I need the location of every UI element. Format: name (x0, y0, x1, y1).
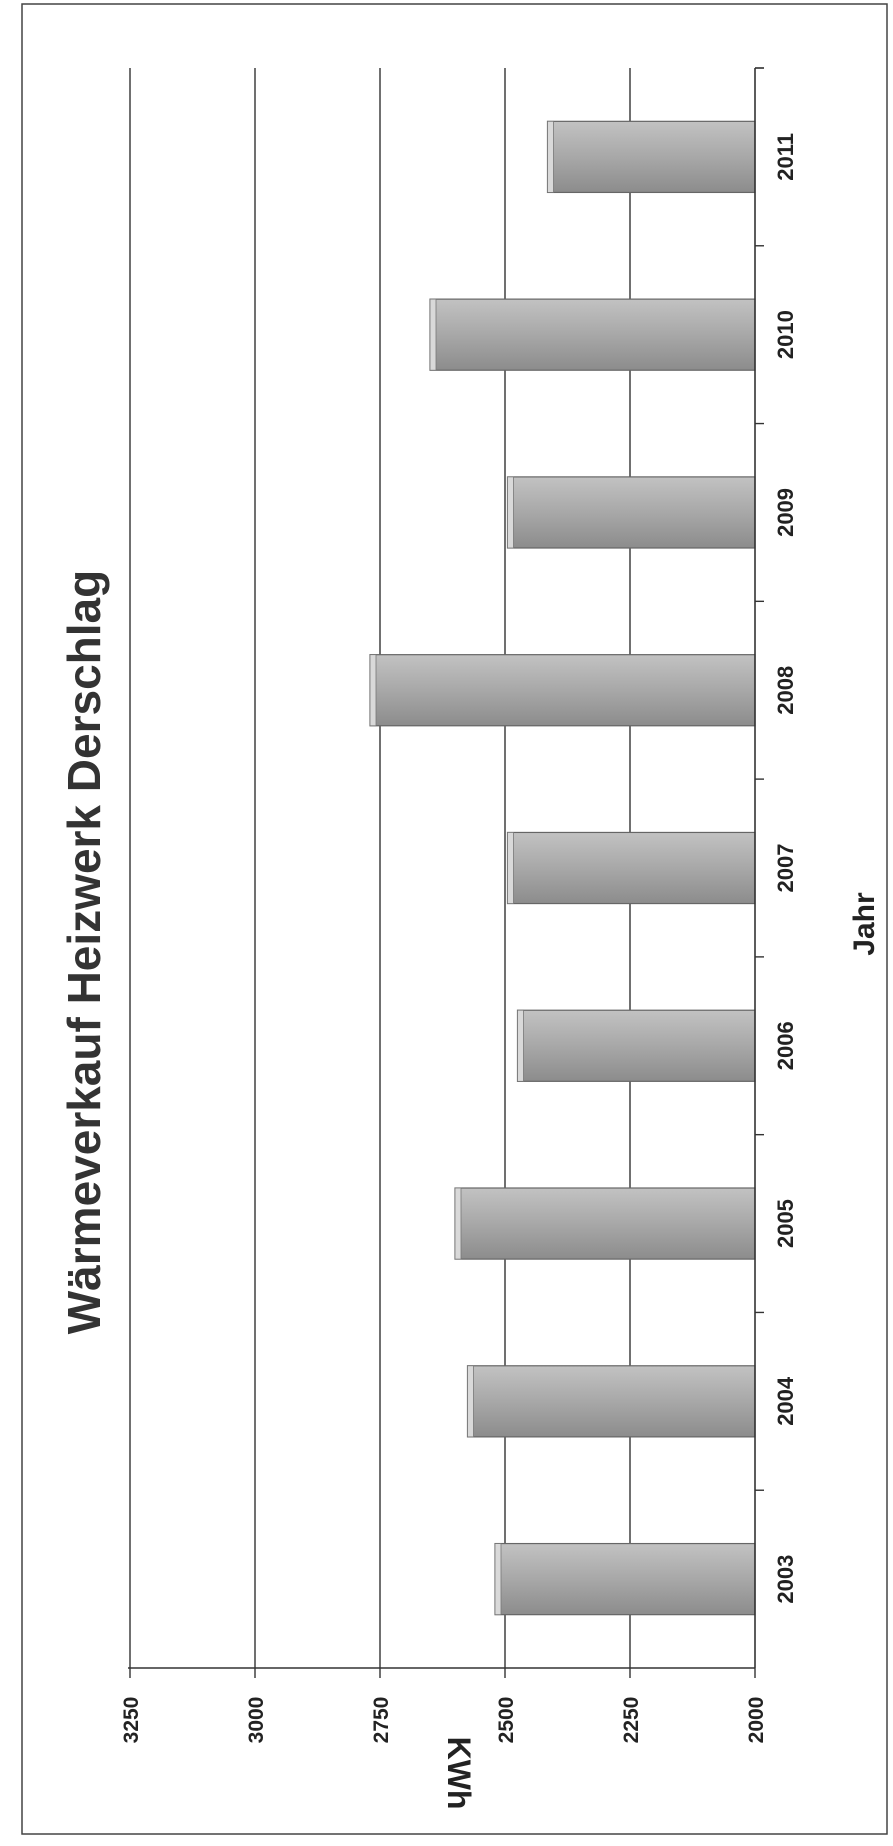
bar-2003 (494, 1542, 756, 1616)
bar-cap-2005 (454, 1187, 462, 1260)
bar-cap-2010 (429, 298, 437, 371)
category-label-2009: 2009 (773, 488, 798, 537)
category-label-2007: 2007 (773, 844, 798, 893)
bar-cap-2011 (547, 120, 554, 193)
value-tick-label-2500: 2500 (495, 1697, 518, 1744)
axes (128, 67, 764, 1678)
bar-cap-2008 (369, 654, 377, 727)
bar-2010 (429, 298, 756, 371)
tick-labels: 2000 2250 2500 2750 3000 3250 2003 2004 2005 2006… (120, 133, 798, 1743)
value-tick-label-3000: 3000 (245, 1697, 268, 1744)
category-label-2010: 2010 (773, 310, 798, 359)
bar-2009 (506, 476, 756, 549)
bar-2007 (506, 831, 756, 905)
category-label-2005: 2005 (773, 1199, 798, 1248)
bar-cap-2003 (494, 1543, 502, 1616)
bar-cap-2009 (507, 476, 514, 549)
bar-cap-2004 (467, 1365, 474, 1438)
value-tick-label-2750: 2750 (370, 1697, 393, 1744)
category-label-2008: 2008 (773, 666, 798, 715)
bar-2006 (516, 1009, 756, 1082)
chart-frame (21, 3, 888, 1835)
y-axis-label: KWh (441, 1737, 477, 1810)
bar-cap-2006 (517, 1009, 524, 1082)
category-label-2011: 2011 (773, 133, 798, 181)
bar-2004 (466, 1365, 756, 1438)
chart-title: Wärmeverkauf Heizwerk Derschlag (58, 570, 110, 1334)
bars (369, 120, 756, 1616)
bar-cap-2007 (507, 832, 514, 904)
bar-2011 (546, 120, 756, 194)
value-tick-label-2250: 2250 (620, 1697, 643, 1744)
bar-2008 (369, 654, 756, 727)
value-tick-label-2000: 2000 (745, 1697, 768, 1744)
category-label-2003: 2003 (773, 1555, 798, 1604)
value-tick-label-3250: 3250 (120, 1697, 143, 1744)
category-label-2004: 2004 (773, 1376, 798, 1426)
category-label-2006: 2006 (773, 1021, 798, 1070)
x-axis-label: Jahr (848, 892, 881, 956)
bar-2005 (454, 1187, 756, 1260)
